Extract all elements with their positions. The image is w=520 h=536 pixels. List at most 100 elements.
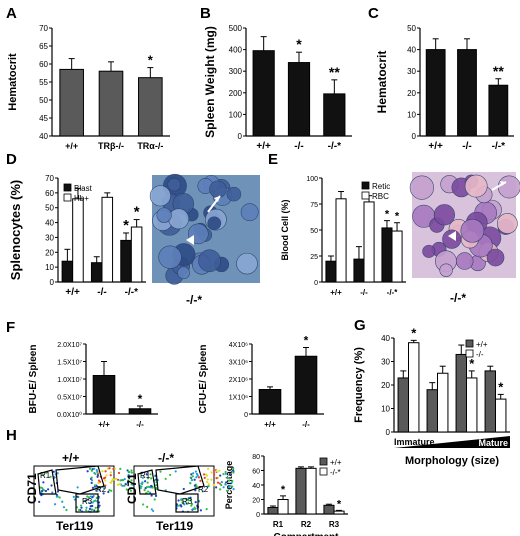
bar xyxy=(92,375,116,415)
significance-mark: * xyxy=(385,209,390,221)
legend-label: +/+ xyxy=(330,458,342,467)
panel-letter-h: H xyxy=(6,427,17,444)
y-tick-label: 75 xyxy=(310,202,318,209)
maturity-wedge xyxy=(394,436,510,448)
y-tick-label: 10 xyxy=(381,405,390,414)
bar xyxy=(98,70,124,137)
cell xyxy=(486,248,505,267)
event-dot xyxy=(232,487,235,491)
event-dot xyxy=(94,472,97,476)
event-dot xyxy=(93,484,97,487)
event-dot xyxy=(38,500,41,503)
category-label: +/+ xyxy=(256,141,271,152)
bar xyxy=(455,353,467,433)
bar xyxy=(381,227,393,283)
event-dot xyxy=(197,476,201,479)
event-dot xyxy=(90,469,93,472)
event-dot xyxy=(155,484,158,487)
y-tick-label: 40 xyxy=(407,46,416,55)
event-dot xyxy=(42,481,45,484)
panel-letter-e: E xyxy=(268,151,278,168)
y-tick-label: 400 xyxy=(229,46,243,55)
bar xyxy=(295,467,307,515)
event-dot xyxy=(86,470,89,473)
y-tick-label: 100 xyxy=(306,176,318,183)
event-dot xyxy=(145,473,148,476)
event-dot xyxy=(90,481,93,484)
legend-label: -/-* xyxy=(330,468,341,477)
event-dot xyxy=(98,489,101,492)
gate-r2-left xyxy=(55,465,105,495)
event-dot xyxy=(184,497,187,500)
cell xyxy=(442,229,462,249)
event-dot xyxy=(219,474,222,477)
cell xyxy=(422,244,436,258)
event-dot xyxy=(73,498,76,501)
y-tick-label: 0 xyxy=(50,278,55,287)
gate-label-r1: R1 xyxy=(140,471,151,480)
event-dot xyxy=(195,485,198,488)
y-tick-label: 500 xyxy=(229,24,243,33)
panel-letter-f: F xyxy=(6,319,15,336)
y-tick-label: 50 xyxy=(39,96,48,105)
cell xyxy=(433,204,456,226)
y-tick-label: 50 xyxy=(407,24,416,33)
event-dot xyxy=(56,490,60,493)
scale-label-immature: Immature xyxy=(394,437,435,447)
y-tick-label: 0 xyxy=(256,512,260,519)
event-dot xyxy=(216,481,220,484)
y-tick-label: 25 xyxy=(310,254,318,261)
event-dot xyxy=(183,503,186,506)
event-dot xyxy=(189,481,192,485)
event-dot xyxy=(127,473,130,477)
event-dot xyxy=(215,477,218,480)
event-dot xyxy=(84,499,87,502)
bar xyxy=(484,370,496,433)
significance-mark: * xyxy=(498,379,504,394)
event-dot xyxy=(105,474,108,477)
significance-mark: * xyxy=(134,204,140,221)
event-dot xyxy=(109,481,113,484)
event-dot xyxy=(104,470,107,473)
bar xyxy=(333,510,345,515)
event-dot xyxy=(232,467,235,470)
bar xyxy=(267,506,279,515)
y-tick-label: 60 xyxy=(252,469,260,476)
category-label: +/+ xyxy=(65,141,78,151)
event-dot xyxy=(102,492,105,495)
y-tick-label: 2X10⁶ xyxy=(229,377,248,384)
event-dot xyxy=(150,494,153,497)
y-tick-label: 20 xyxy=(45,248,54,257)
flow-right-ylabel: CD71 xyxy=(125,473,139,504)
bar xyxy=(101,196,114,283)
y-axis-label: BFU-E/ Spleen xyxy=(28,345,39,414)
event-dot xyxy=(126,469,129,472)
micrograph-e-label: -/-* xyxy=(450,291,466,305)
event-dot xyxy=(222,486,225,489)
x-axis-label: Compartment xyxy=(273,532,339,536)
panel-letter-g: G xyxy=(354,317,366,334)
event-dot xyxy=(228,479,231,482)
event-dot xyxy=(220,483,223,487)
event-dot xyxy=(91,479,94,482)
event-dot xyxy=(76,495,79,498)
event-dot xyxy=(182,487,185,491)
legend-label: +/+ xyxy=(476,340,488,349)
event-dot xyxy=(88,467,92,470)
event-dot xyxy=(207,483,210,486)
y-axis-label: Hematocrit xyxy=(7,53,19,111)
bar xyxy=(363,201,375,283)
y-axis-label: Percentage xyxy=(224,461,234,510)
event-dot xyxy=(224,472,227,475)
event-dot xyxy=(222,472,225,476)
event-dot xyxy=(128,475,131,479)
y-tick-label: 10 xyxy=(407,110,416,119)
event-dot xyxy=(207,467,210,470)
event-dot xyxy=(41,473,44,476)
event-dot xyxy=(124,483,127,486)
micrograph-e xyxy=(409,172,520,278)
y-tick-label: 1X10⁶ xyxy=(229,395,248,402)
y-axis-label: Frequency (%) xyxy=(353,347,365,423)
